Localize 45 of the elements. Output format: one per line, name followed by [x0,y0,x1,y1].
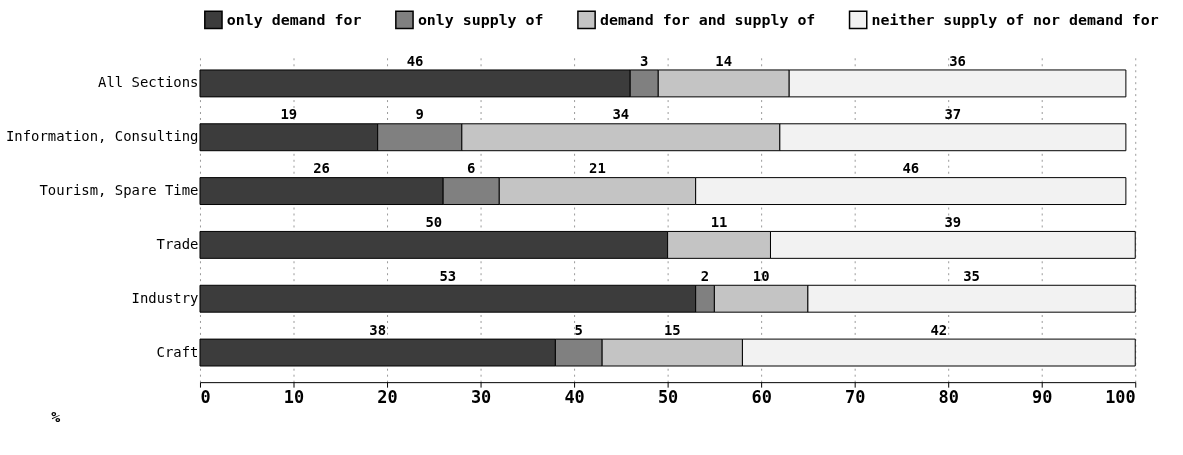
data-label: 5 [574,321,583,338]
y-tick-label: Trade [156,235,199,252]
x-tick-label: 20 [377,386,398,407]
legend-label: only supply of [417,10,544,29]
y-tick-label: Information, Consulting [5,128,199,145]
x-tick-label: 50 [657,386,679,407]
data-label: 2 [700,267,710,284]
x-tick-label: 60 [751,386,772,407]
data-label: 3 [640,52,649,69]
x-tick-label: 100 [1105,386,1136,407]
data-label: 42 [930,321,948,338]
x-tick-label: 80 [938,386,959,407]
y-tick-label: Industry [131,289,199,306]
data-label: 35 [963,267,980,284]
y-tick-label: Tourism, Spare Time [39,182,199,199]
data-label: 21 [589,160,606,177]
data-label: 10 [752,267,770,284]
legend-label: only demand for [226,10,362,29]
data-label: 36 [949,52,966,69]
data-label: 11 [710,213,728,230]
data-label: 38 [369,321,387,338]
data-label: 53 [439,267,457,284]
data-label: 26 [313,160,330,177]
x-tick-label: 10 [283,386,305,407]
data-label: 46 [406,52,424,69]
data-label: 37 [944,106,962,123]
data-label: 34 [612,106,630,123]
y-tick-label: All Sections [98,74,199,91]
data-label: 15 [663,321,681,338]
legend-label: neither supply of nor demand for [871,10,1159,29]
data-label: 39 [944,213,962,230]
x-axis-title: % [51,408,61,427]
x-tick-label: 30 [470,386,492,407]
data-label: 46 [902,160,920,177]
x-tick-label: 0 [200,386,211,407]
data-label: 50 [425,213,443,230]
x-tick-label: 40 [564,386,585,407]
data-label: 14 [715,52,733,69]
data-label: 6 [467,160,476,177]
data-label: 19 [280,106,298,123]
y-tick-label: Craft [156,343,199,360]
x-tick-label: 70 [844,386,866,407]
data-label: 9 [415,106,424,123]
legend-label: demand for and supply of [599,10,816,29]
x-tick-label: 90 [1032,386,1053,407]
